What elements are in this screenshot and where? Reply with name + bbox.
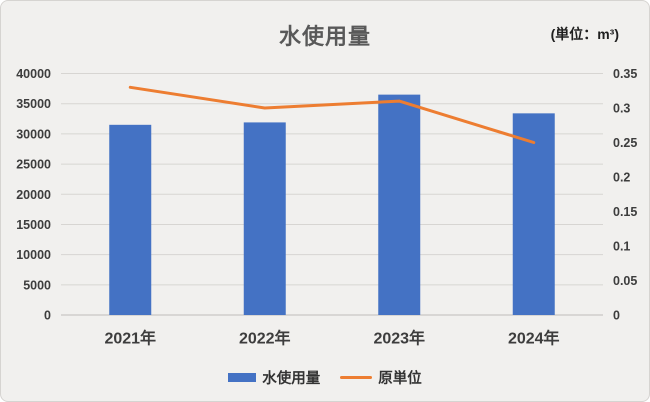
bar-2022年 bbox=[243, 122, 286, 315]
bar-2021年 bbox=[109, 124, 152, 315]
right-axis-tick-label: 0.35 bbox=[613, 67, 637, 81]
bar-2024年 bbox=[512, 113, 555, 315]
right-axis-tick-label: 0.3 bbox=[613, 102, 630, 116]
left-axis-tick-label: 15000 bbox=[16, 218, 51, 232]
left-axis-tick-label: 10000 bbox=[16, 248, 51, 262]
right-axis-tick-label: 0.2 bbox=[613, 171, 630, 185]
right-axis-tick-label: 0.1 bbox=[613, 240, 630, 254]
left-axis-tick-label: 20000 bbox=[16, 188, 51, 202]
legend-item-bar-series: 水使用量 bbox=[228, 367, 320, 388]
bar-2023年 bbox=[378, 94, 421, 315]
line-series bbox=[128, 85, 536, 144]
left-axis-tick-label: 35000 bbox=[16, 97, 51, 111]
x-axis-category-label: 2022年 bbox=[239, 329, 291, 348]
unit-label: (単位：m³) bbox=[550, 26, 619, 42]
right-axis-tick-label: 0 bbox=[613, 309, 620, 323]
x-axis-category-label: 2021年 bbox=[104, 329, 156, 348]
legend-line-label: 原単位 bbox=[378, 371, 422, 387]
legend-item-line-series: 原単位 bbox=[340, 367, 422, 388]
legend-bar-swatch bbox=[228, 373, 257, 382]
right-axis-tick-label: 0.25 bbox=[613, 136, 637, 150]
right-axis-tick-label: 0.15 bbox=[613, 205, 637, 219]
x-axis-category-label: 2023年 bbox=[373, 329, 425, 348]
chart-legend: 水使用量 原単位 bbox=[1, 367, 649, 388]
left-axis-tick-label: 30000 bbox=[16, 127, 51, 141]
left-axis-tick-label: 0 bbox=[44, 309, 51, 323]
left-axis-tick-label: 5000 bbox=[23, 278, 51, 292]
right-axis-tick-label: 0.05 bbox=[613, 274, 637, 288]
left-axis-tick-label: 40000 bbox=[16, 67, 51, 81]
legend-line-swatch bbox=[340, 376, 373, 379]
left-axis-tick-label: 25000 bbox=[16, 158, 51, 172]
legend-bar-label: 水使用量 bbox=[262, 371, 321, 387]
x-axis-category-label: 2024年 bbox=[508, 329, 560, 348]
chart-title: 水使用量 bbox=[278, 24, 371, 49]
